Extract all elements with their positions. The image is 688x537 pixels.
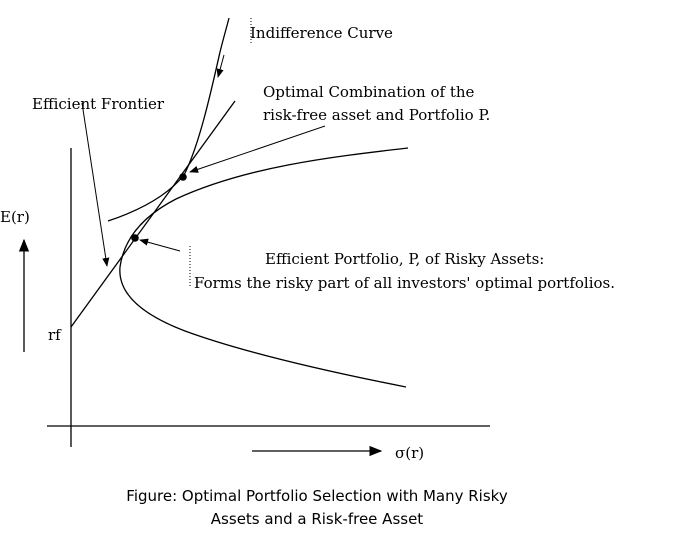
indifference-pointer-arrow <box>216 54 225 78</box>
risk-free-label: rf <box>48 326 62 344</box>
efficient-frontier-label: Efficient Frontier <box>32 95 165 113</box>
efficient-portfolio-pointer-arrow <box>139 238 181 252</box>
capital-allocation-line <box>70 100 236 328</box>
indifference-curve-label: Indifference Curve <box>250 24 393 42</box>
optimal-combination-label-line2: risk-free asset and Portfolio P. <box>263 106 490 124</box>
efficient-frontier-pointer-arrow <box>81 102 110 267</box>
y-axis-label: E(r) <box>0 208 30 226</box>
efficient-portfolio-point <box>131 234 139 242</box>
figure-caption-line1: Figure: Optimal Portfolio Selection with… <box>126 487 508 505</box>
x-axis-label: σ(r) <box>395 444 424 462</box>
efficient-portfolio-label-line1: Efficient Portfolio, P, of Risky Assets: <box>265 250 544 268</box>
optimal-combination-pointer-arrow <box>189 125 326 173</box>
efficient-frontier-curve <box>119 147 409 388</box>
figure-caption-line2: Assets and a Risk-free Asset <box>211 510 423 528</box>
efficient-portfolio-label-line2: Forms the risky part of all investors' o… <box>194 274 615 292</box>
optimal-combination-point <box>179 173 187 181</box>
optimal-combination-label-line1: Optimal Combination of the <box>263 83 475 101</box>
indifference-curve <box>107 17 230 222</box>
